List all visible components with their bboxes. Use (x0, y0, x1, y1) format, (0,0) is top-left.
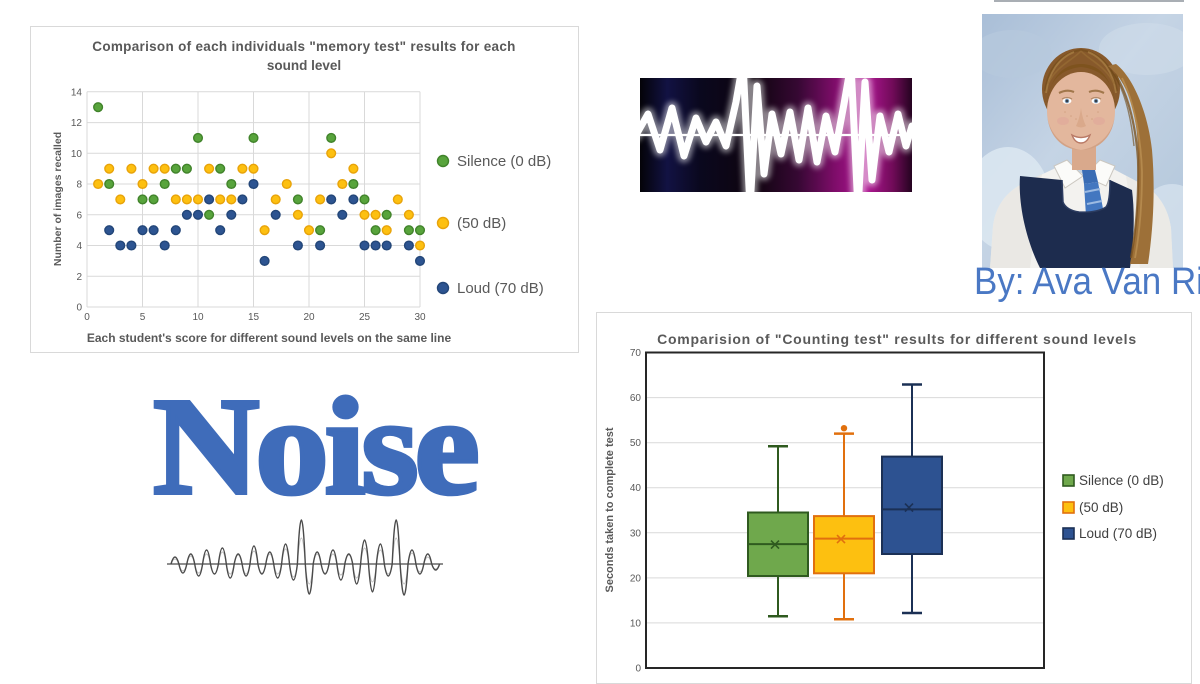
svg-text:4: 4 (76, 241, 82, 252)
svg-text:14: 14 (71, 87, 83, 98)
svg-text:12: 12 (71, 118, 83, 129)
svg-text:30: 30 (630, 528, 642, 539)
svg-text:Silence (0 dB): Silence (0 dB) (1079, 473, 1164, 488)
svg-text:(50 dB): (50 dB) (1079, 500, 1123, 515)
svg-text:0: 0 (635, 664, 641, 675)
svg-text:(50 dB): (50 dB) (457, 215, 506, 232)
svg-text:Loud (70 dB): Loud (70 dB) (1079, 526, 1157, 541)
svg-text:10: 10 (630, 618, 642, 629)
svg-text:0: 0 (84, 312, 90, 323)
svg-text:Each student's score for diffe: Each student's score for different sound… (87, 331, 452, 345)
svg-text:30: 30 (414, 312, 426, 323)
svg-text:2: 2 (76, 272, 82, 283)
svg-text:40: 40 (630, 483, 642, 494)
svg-text:10: 10 (192, 312, 204, 323)
svg-text:6: 6 (76, 210, 82, 221)
svg-text:Loud (70 dB): Loud (70 dB) (457, 280, 544, 297)
svg-text:50: 50 (630, 438, 642, 449)
svg-text:Comparision of "Counting test": Comparision of "Counting test" results f… (657, 331, 1137, 347)
svg-text:Number of images recalled: Number of images recalled (52, 132, 64, 266)
svg-text:70: 70 (630, 348, 642, 359)
svg-text:5: 5 (140, 312, 146, 323)
svg-text:Comparison of each individuals: Comparison of each individuals "memory t… (92, 39, 515, 54)
svg-text:20: 20 (630, 573, 642, 584)
svg-text:Seconds taken to complete test: Seconds taken to complete test (604, 427, 616, 592)
svg-text:Silence (0 dB): Silence (0 dB) (457, 153, 551, 170)
svg-text:sound level: sound level (267, 58, 341, 73)
svg-text:20: 20 (303, 312, 315, 323)
svg-text:8: 8 (76, 180, 82, 191)
svg-text:25: 25 (359, 312, 371, 323)
svg-text:0: 0 (76, 303, 82, 314)
svg-text:10: 10 (71, 149, 83, 160)
svg-text:60: 60 (630, 393, 642, 404)
svg-text:15: 15 (248, 312, 260, 323)
